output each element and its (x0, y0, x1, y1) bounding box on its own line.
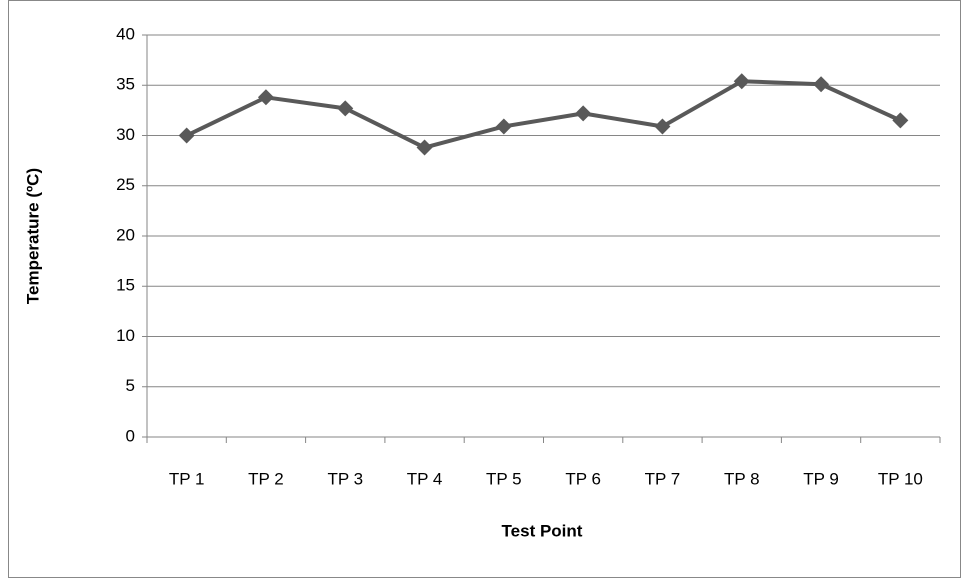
marker (733, 73, 750, 90)
y-tick-label: 40 (116, 24, 135, 43)
marker (495, 118, 512, 135)
marker (178, 127, 195, 144)
marker (257, 89, 274, 106)
x-tick-label: TP 3 (327, 469, 363, 488)
x-tick-label: TP 7 (645, 469, 681, 488)
y-axis-title: Temperature (ºC) (23, 168, 42, 304)
y-tick-label: 30 (116, 125, 135, 144)
x-tick-label: TP 5 (486, 469, 522, 488)
x-tick-label: TP 6 (565, 469, 601, 488)
y-tick-label: 15 (116, 276, 135, 295)
x-tick-label: TP 1 (169, 469, 205, 488)
chart-frame (8, 0, 961, 578)
marker (337, 100, 354, 117)
line (185, 79, 902, 150)
x-tick-label: TP 4 (407, 469, 443, 488)
marker (892, 112, 909, 129)
x-tick-label: TP 9 (803, 469, 839, 488)
marker (575, 105, 592, 122)
y-tick-label: 0 (126, 426, 135, 445)
x-axis-title: Test Point (502, 521, 583, 540)
y-tick-label: 25 (116, 175, 135, 194)
y-tick-label: 5 (126, 376, 135, 395)
x-tick-label: TP 8 (724, 469, 760, 488)
y-tick-label: 35 (116, 75, 135, 94)
x-tick-label: TP 10 (878, 469, 923, 488)
y-tick-label: 20 (116, 225, 135, 244)
marker (813, 76, 830, 93)
y-tick-label: 10 (116, 326, 135, 345)
x-tick-label: TP 2 (248, 469, 284, 488)
marker (416, 139, 433, 156)
marker (654, 118, 671, 135)
